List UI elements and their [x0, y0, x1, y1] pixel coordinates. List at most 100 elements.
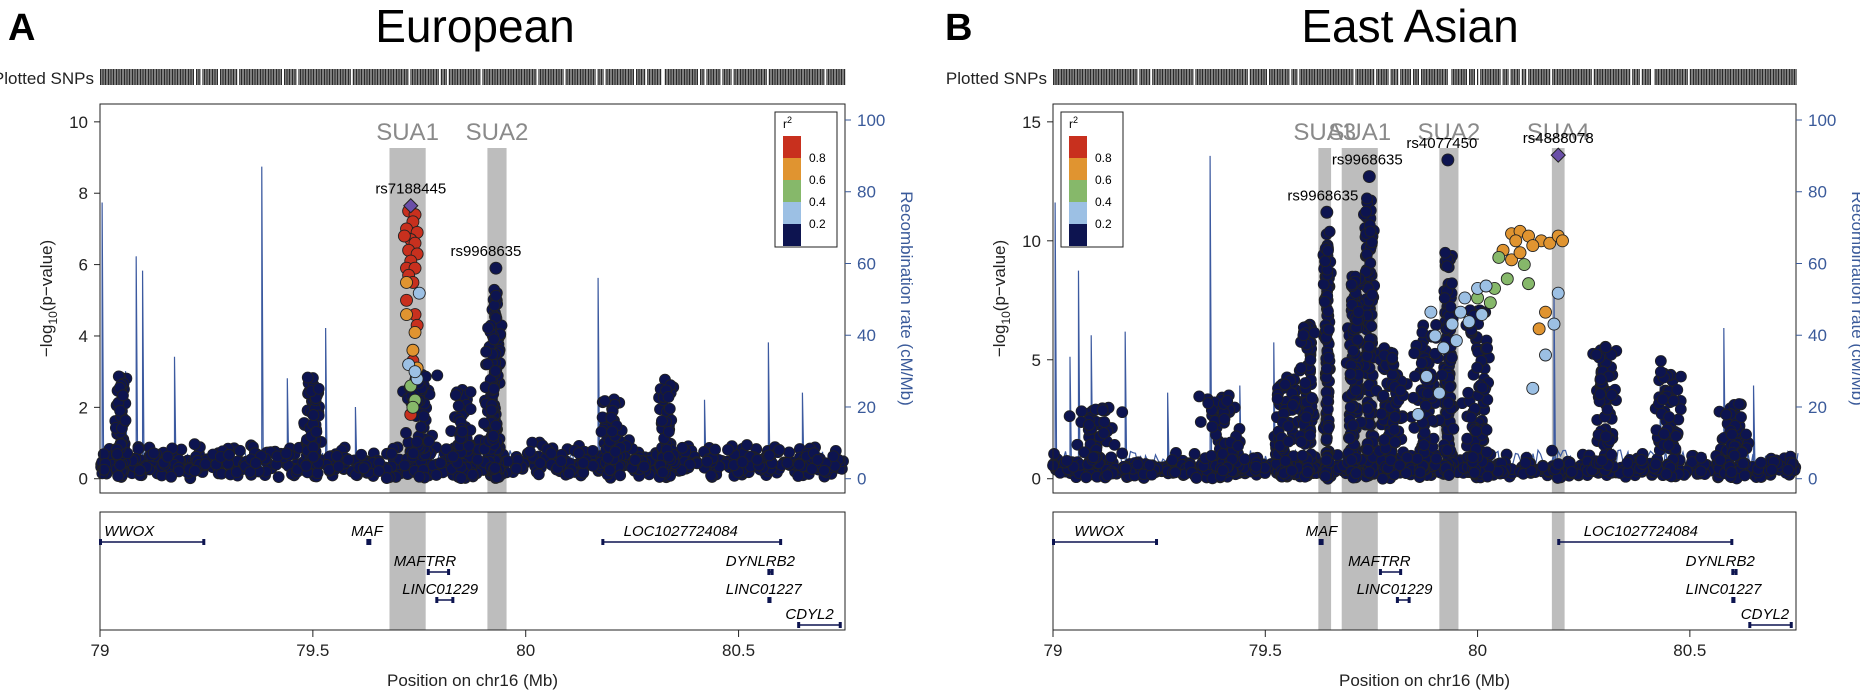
snp-tick [1368, 69, 1370, 85]
snp-point [1605, 448, 1618, 461]
lead-snp-point [1362, 170, 1376, 184]
snp-point [1594, 373, 1607, 386]
snp-tick [1723, 69, 1725, 85]
snp-point [1662, 439, 1675, 452]
snp-tick [1187, 69, 1189, 85]
snp-tick [1675, 69, 1677, 85]
snp-point [407, 447, 420, 460]
snp-tick [1499, 69, 1501, 85]
x-axis-label: Position on chr16 (Mb) [387, 671, 558, 690]
snp-tick [220, 69, 222, 85]
snp-tick [445, 69, 447, 85]
snp-point [1301, 466, 1314, 479]
snp-tick [375, 69, 377, 85]
snp-point [1319, 255, 1331, 268]
panel-a: A European Plotted SNPs SUA1 SUA2 rs7188445 rs… [0, 0, 916, 690]
snp-tick [368, 69, 370, 85]
snp-point [1446, 277, 1458, 290]
snp-tick [754, 69, 756, 85]
snp-tick [562, 69, 564, 85]
gene-exon [366, 539, 370, 545]
snp-tick [1480, 69, 1482, 85]
snp-point [1728, 449, 1741, 462]
snp-tick [108, 69, 110, 85]
snp-point [311, 467, 324, 480]
snp-tick [1579, 69, 1581, 85]
ld-snp-point [1449, 334, 1463, 348]
snp-point [380, 472, 393, 484]
y-tick-label: 15 [1022, 113, 1041, 132]
x-tick-label: 79.5 [296, 641, 329, 660]
y-axis-label-pre: −log [37, 325, 56, 358]
snp-tick [682, 69, 684, 85]
snp-point [1481, 470, 1494, 483]
snp-point [1083, 419, 1095, 431]
snp-tick [1440, 69, 1442, 85]
snp-point [1735, 411, 1747, 424]
snp-point [818, 464, 831, 477]
snp-tick [516, 69, 518, 85]
snp-tick [239, 69, 241, 85]
snp-tick [1376, 69, 1378, 85]
snp-tick [1125, 69, 1127, 85]
snp-point [1671, 383, 1684, 396]
snp-tick [1302, 69, 1304, 85]
ld-snp-point [408, 365, 422, 379]
snp-tick [802, 69, 804, 85]
snp-point [1378, 433, 1391, 446]
snp-point [1350, 467, 1363, 480]
snp-tick [1097, 69, 1099, 85]
snp-tick [1088, 69, 1090, 85]
snp-tick [1331, 69, 1333, 85]
snp-tick [1709, 69, 1711, 85]
snp-tick [655, 69, 657, 85]
snp-point [1363, 466, 1376, 479]
snp-point [114, 404, 126, 417]
legend-label: 0.2 [809, 217, 826, 231]
snp-tick [1261, 69, 1263, 85]
snp-tick [559, 69, 561, 85]
snp-tick [807, 69, 809, 85]
snp-tick [629, 69, 631, 85]
snp-tick [816, 69, 818, 85]
snp-tick [1329, 69, 1331, 85]
snp-tick [844, 69, 846, 85]
snp-tick [1649, 69, 1651, 85]
snp-tick [828, 69, 830, 85]
snp-point [1087, 451, 1100, 464]
snp-tick [1737, 69, 1739, 85]
panel-title: East Asian [1301, 0, 1518, 52]
snp-tick [192, 69, 194, 85]
snp-tick [472, 69, 474, 85]
snp-tick [1241, 69, 1243, 85]
snp-tick [1291, 69, 1293, 85]
gene-exon [1052, 539, 1055, 545]
snp-tick [370, 69, 372, 85]
snp-tick [1465, 69, 1467, 85]
snp-tick [1689, 69, 1691, 85]
snp-tick [168, 69, 170, 85]
snp-tick [1597, 69, 1599, 85]
snp-point [230, 466, 243, 479]
snp-tick [508, 69, 510, 85]
ld-snp-point [1420, 369, 1434, 383]
snp-tick [455, 69, 457, 85]
gene-exon [1731, 569, 1735, 575]
snp-tick [839, 69, 841, 85]
snp-point [1080, 471, 1093, 484]
snp-tick [640, 69, 642, 85]
snp-tick [1171, 69, 1173, 85]
snp-tick [1595, 69, 1597, 85]
snp-point [1366, 288, 1379, 301]
snp-point [709, 443, 721, 456]
snp-tick [1147, 69, 1149, 85]
snp-point [1444, 300, 1457, 313]
snp-tick [565, 69, 567, 85]
snp-tick [1213, 69, 1215, 85]
snp-tick [780, 69, 782, 85]
snp-point [1351, 333, 1364, 346]
snp-tick [1200, 69, 1202, 85]
snp-tick [528, 69, 530, 85]
snp-tick [135, 69, 137, 85]
ld-snp-point [1432, 386, 1446, 400]
